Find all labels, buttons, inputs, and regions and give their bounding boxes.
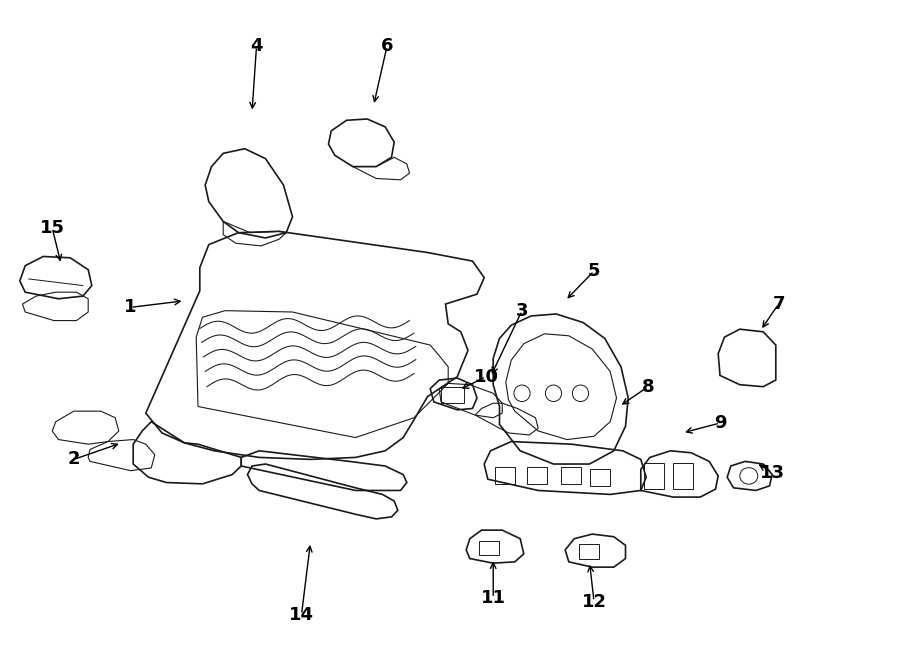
- Bar: [673, 463, 693, 489]
- Text: 13: 13: [760, 463, 785, 482]
- Text: 6: 6: [381, 37, 393, 56]
- Text: 9: 9: [714, 414, 726, 432]
- Text: 10: 10: [473, 368, 499, 386]
- Bar: [561, 467, 581, 484]
- Bar: [590, 469, 610, 486]
- Text: 4: 4: [250, 37, 263, 56]
- Bar: [644, 463, 664, 489]
- Text: 2: 2: [68, 450, 80, 469]
- Text: 12: 12: [581, 592, 607, 611]
- Text: 15: 15: [40, 219, 65, 237]
- Text: 8: 8: [642, 377, 654, 396]
- Bar: [579, 544, 599, 559]
- Text: 11: 11: [481, 589, 506, 607]
- Text: 3: 3: [516, 301, 528, 320]
- Text: 1: 1: [124, 298, 137, 317]
- Bar: [527, 467, 547, 484]
- Text: 5: 5: [588, 262, 600, 280]
- Bar: [495, 467, 515, 484]
- Bar: [479, 541, 499, 555]
- Text: 7: 7: [772, 295, 785, 313]
- Text: 14: 14: [289, 605, 314, 624]
